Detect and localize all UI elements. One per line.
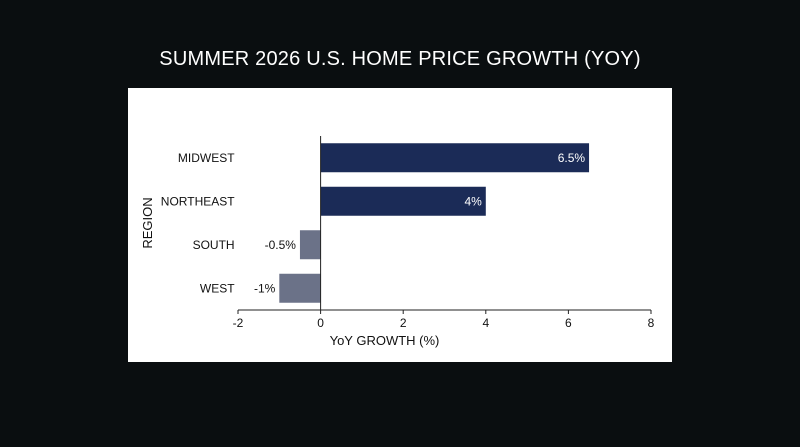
- bar-midwest: [320, 143, 590, 173]
- data-label: -1%: [254, 281, 276, 295]
- bar-chart: MIDWEST 6.5% NORTHEAST 4% SOUTH -0.5% WEST -1% -…: [140, 136, 655, 348]
- chart-title: SUMMER 2026 U.S. HOME PRICE GROWTH (YOY): [159, 48, 641, 70]
- data-label: 4%: [464, 194, 482, 208]
- bar-west: [279, 273, 321, 303]
- category-label: NORTHEAST: [161, 194, 235, 208]
- chart-panel: MIDWEST 6.5% NORTHEAST 4% SOUTH -0.5% WEST -1% -…: [128, 88, 672, 362]
- x-tick-label: 6: [565, 316, 572, 330]
- data-label: -0.5%: [265, 238, 297, 252]
- x-axis-title: YoY GROWTH (%): [330, 333, 440, 348]
- category-label: WEST: [200, 281, 235, 295]
- x-tick-label: 8: [648, 316, 655, 330]
- x-tick-label: 2: [400, 316, 407, 330]
- data-label: 6.5%: [558, 151, 586, 165]
- x-tick-label: 0: [317, 316, 324, 330]
- x-tick-label: -2: [233, 316, 244, 330]
- bar-south: [299, 230, 321, 260]
- x-tick-label: 4: [482, 316, 489, 330]
- y-axis-title: REGION: [140, 197, 155, 248]
- category-label: SOUTH: [193, 238, 235, 252]
- category-label: MIDWEST: [178, 151, 235, 165]
- bar-northeast: [320, 186, 486, 216]
